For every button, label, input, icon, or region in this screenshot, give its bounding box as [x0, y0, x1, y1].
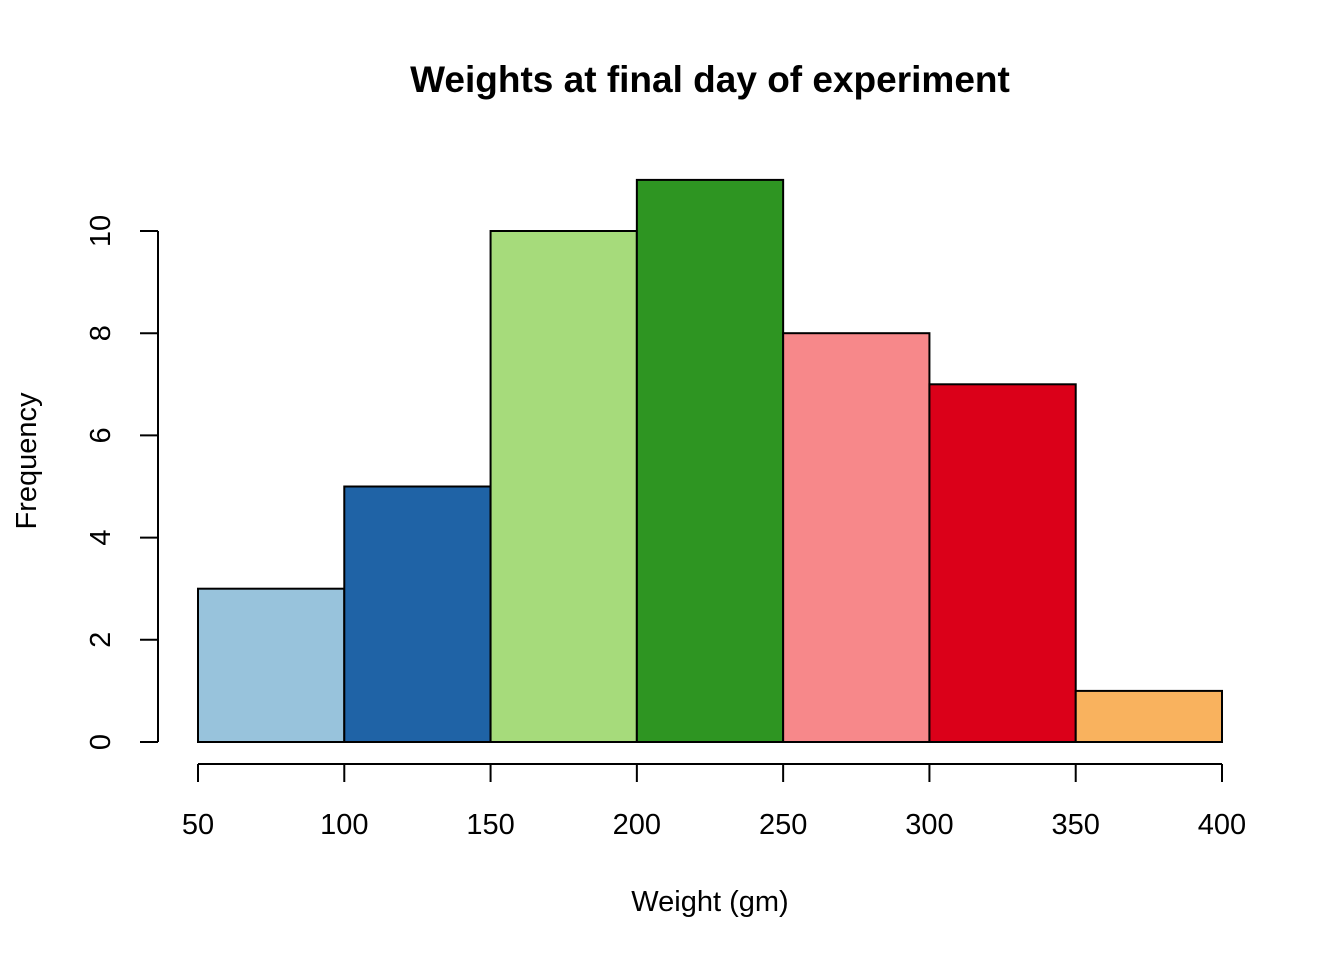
x-tick-label: 250 — [759, 809, 807, 841]
x-tick-label: 400 — [1198, 809, 1246, 841]
y-tick-label: 10 — [85, 215, 117, 247]
histogram-bar — [343, 485, 492, 743]
histogram-bar — [635, 178, 785, 743]
x-axis: 50 100 150 200 250 300 350 400 — [182, 763, 1246, 841]
y-tick-label: 4 — [85, 530, 117, 546]
y-axis: 0 2 4 6 8 10 — [85, 215, 159, 750]
histogram-bar — [489, 230, 638, 743]
chart-title: Weights at final day of experiment — [410, 59, 1010, 100]
y-axis-label: Frequency — [11, 392, 43, 530]
x-axis-label: Weight (gm) — [631, 886, 788, 918]
y-tick-label: 6 — [85, 427, 117, 443]
y-tick-label: 0 — [85, 734, 117, 750]
y-tick-label: 8 — [85, 325, 117, 341]
x-tick-label: 100 — [320, 809, 368, 841]
x-tick-label: 50 — [182, 809, 214, 841]
histogram-bar — [1074, 689, 1223, 744]
histogram-bar — [928, 383, 1077, 743]
x-tick-label: 200 — [613, 809, 661, 841]
x-tick-label: 300 — [905, 809, 953, 841]
y-tick-label: 2 — [85, 632, 117, 648]
histogram-bar — [197, 587, 346, 744]
x-tick-label: 150 — [466, 809, 514, 841]
x-tick-label: 350 — [1052, 809, 1100, 841]
bars-group — [197, 178, 1223, 744]
histogram-bar — [782, 332, 931, 743]
